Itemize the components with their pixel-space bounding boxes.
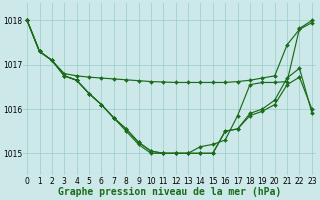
X-axis label: Graphe pression niveau de la mer (hPa): Graphe pression niveau de la mer (hPa) <box>58 187 281 197</box>
